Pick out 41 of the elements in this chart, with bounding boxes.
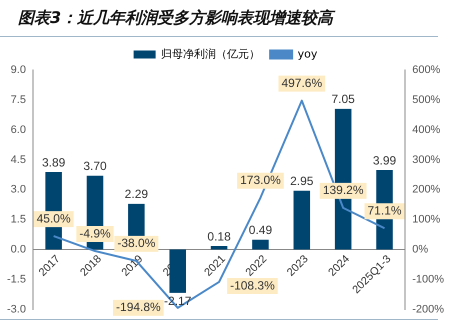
bar bbox=[210, 246, 228, 250]
data-label: -108.3% bbox=[230, 278, 276, 292]
y2-tick-label: -200% bbox=[412, 303, 444, 316]
data-label: 3.70 bbox=[83, 159, 107, 174]
y-tick-label: 1.5 bbox=[10, 214, 26, 226]
data-label: 45.0% bbox=[36, 211, 71, 226]
y-tick-label: 6.0 bbox=[10, 124, 26, 136]
y-tick-label: 7.5 bbox=[10, 94, 26, 106]
y2-tick-label: 100% bbox=[412, 214, 441, 226]
data-label: 3.89 bbox=[42, 155, 66, 170]
legend-label: yoy bbox=[298, 47, 318, 60]
y-tick-label: -1.5 bbox=[6, 274, 26, 286]
data-label: -38.0% bbox=[117, 236, 156, 250]
data-label: -4.9% bbox=[79, 226, 111, 240]
data-label: 0.18 bbox=[207, 229, 232, 244]
data-label: 173.0% bbox=[240, 173, 282, 188]
y2-tick-label: 600% bbox=[412, 64, 441, 76]
y2-tick-label: 500% bbox=[412, 94, 441, 106]
y-tick-label: 9.0 bbox=[10, 64, 26, 76]
y-tick-label: -3.0 bbox=[6, 303, 26, 316]
y2-tick-label: -100% bbox=[412, 274, 444, 286]
legend-label: 归母净利润（亿元） bbox=[161, 47, 260, 60]
y2-tick-label: 400% bbox=[412, 124, 441, 136]
y2-tick-label: 300% bbox=[412, 154, 441, 166]
y2-tick-label: 200% bbox=[412, 184, 441, 196]
y2-tick-label: 0% bbox=[412, 244, 428, 256]
data-label: -194.8% bbox=[116, 300, 162, 314]
data-label: 497.6% bbox=[281, 76, 322, 90]
data-label: 7.05 bbox=[331, 92, 356, 106]
bar bbox=[252, 240, 269, 250]
data-label: 139.2% bbox=[322, 183, 364, 198]
y-tick-label: 0.0 bbox=[10, 244, 26, 256]
data-label: 71.1% bbox=[368, 204, 402, 218]
data-label: 3.99 bbox=[372, 153, 397, 168]
y-tick-label: 3.0 bbox=[10, 184, 26, 196]
data-label: 0.49 bbox=[248, 223, 272, 238]
data-label: 2.95 bbox=[290, 174, 314, 188]
data-label: 2.29 bbox=[124, 187, 148, 202]
chart-title: 图表3：近几年利润受多方影响表现增速较高 bbox=[0, 0, 438, 37]
bar bbox=[294, 190, 310, 250]
y-tick-label: 4.5 bbox=[10, 154, 26, 166]
